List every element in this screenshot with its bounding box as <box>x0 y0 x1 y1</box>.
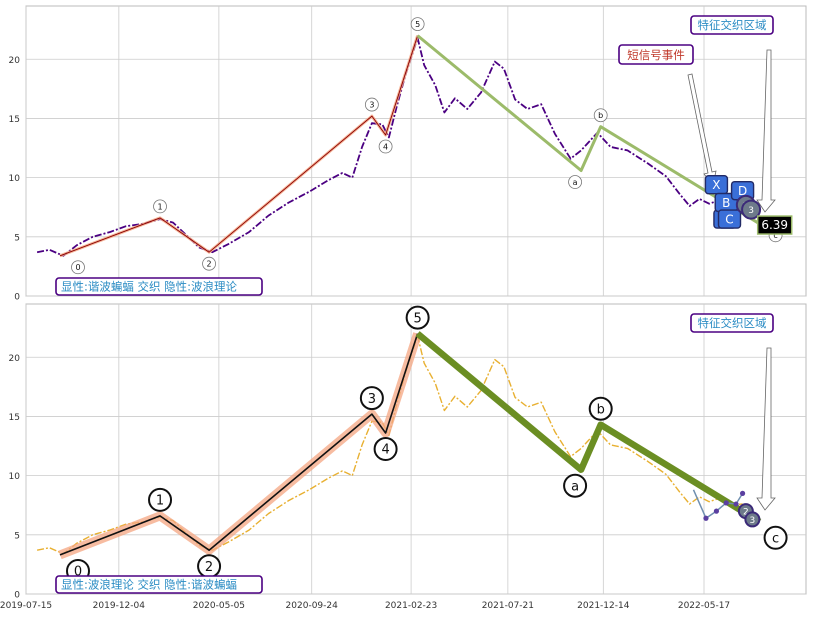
y-tick-label: 5 <box>14 531 20 541</box>
wave-label-1: 1 <box>154 200 167 213</box>
y-tick-label: 20 <box>9 56 21 66</box>
x-tick-label: 2021-12-14 <box>577 601 630 611</box>
harmonic-point <box>703 516 708 521</box>
wave-label-text: b <box>597 402 605 417</box>
harmonic-point-label: X <box>712 178 720 192</box>
x-tick-label: 2019-12-04 <box>93 601 146 611</box>
wave-label-0: 0 <box>71 261 84 274</box>
wave-label-text: 4 <box>381 443 389 458</box>
signal-tag-6.39: 6.39 <box>758 216 792 234</box>
x-tick-label: 2022-05-17 <box>678 601 730 611</box>
x-tick-label: 2019-07-15 <box>0 601 52 611</box>
wave-label-1: 1 <box>149 489 171 511</box>
wave-label-text: 2 <box>207 260 212 269</box>
wave-label-text: 3 <box>368 392 376 407</box>
x-tick-label: 2020-09-24 <box>286 601 339 611</box>
signal-tag-text: 3 <box>748 206 754 216</box>
harmonic-point <box>740 491 745 496</box>
region-label: 特征交织区域 <box>698 18 767 32</box>
harmonic-point-label: C <box>725 213 733 227</box>
signal-tag-3: 3 <box>745 512 759 526</box>
wave-label-b: b <box>594 109 607 122</box>
x-axis: 2019-07-15 2019-12-04 2020-05-05 2020-09-24… <box>0 601 730 611</box>
wave-label-5: 5 <box>407 307 429 329</box>
signal-tag-text: 3 <box>750 516 756 526</box>
harmonic-point-X: X <box>705 176 727 194</box>
wave-label-4: 4 <box>375 438 397 460</box>
wave-label-text: 2 <box>205 560 213 575</box>
y-tick-label: 20 <box>9 354 21 364</box>
wave-label-text: c <box>772 531 779 546</box>
harmonic-point-label: B <box>722 196 730 210</box>
wave-label-text: 3 <box>369 100 374 109</box>
y-tick-label: 10 <box>9 472 21 482</box>
harmonic-point-C: C <box>719 210 741 228</box>
wave-label-text: a <box>571 479 579 494</box>
region-label: 特征交织区域 <box>698 316 767 330</box>
y-tick-label: 0 <box>14 591 20 601</box>
wave-label-text: b <box>598 111 603 120</box>
wave-label-5: 5 <box>411 18 424 31</box>
x-tick-label: 2020-05-05 <box>193 601 245 611</box>
note-text: 显性:波浪理论 交织 隐性:谐波蝙蝠 <box>61 578 237 592</box>
harmonic-point <box>733 501 738 506</box>
wave-label-a: a <box>569 176 582 189</box>
signal-tag-text: 6.39 <box>761 218 788 232</box>
y-tick-label: 15 <box>9 413 20 423</box>
wave-label-2: 2 <box>198 555 220 577</box>
wave-label-4: 4 <box>379 140 392 153</box>
wave-label-c: c <box>765 527 787 549</box>
pattern-note: 显性:谐波蝙蝠 交织 隐性:波浪理论 <box>56 278 262 295</box>
harmonic-point <box>714 509 719 514</box>
y-tick-label: 5 <box>14 233 20 243</box>
note-text: 显性:谐波蝙蝠 交织 隐性:波浪理论 <box>61 280 238 294</box>
wave-label-text: 5 <box>413 311 421 326</box>
y-tick-label: 15 <box>9 115 20 125</box>
y-tick-label: 10 <box>9 174 21 184</box>
wave-label-text: 1 <box>157 202 162 211</box>
x-tick-label: 2021-02-23 <box>385 601 437 611</box>
wave-label-text: 5 <box>415 20 420 29</box>
wave-label-text: 1 <box>156 494 164 509</box>
wave-label-text: 0 <box>75 263 80 272</box>
y-tick-label: 0 <box>14 293 20 303</box>
harmonic-point <box>724 500 729 505</box>
wave-label-text: 4 <box>383 142 388 151</box>
wave-label-3: 3 <box>365 98 378 111</box>
wave-label-2: 2 <box>203 257 216 270</box>
event-label: 短信号事件 <box>627 48 685 62</box>
wave-label-3: 3 <box>361 387 383 409</box>
pattern-note: 显性:波浪理论 交织 隐性:谐波蝙蝠 <box>56 576 262 593</box>
wave-label-text: a <box>573 178 578 187</box>
x-tick-label: 2021-07-21 <box>482 601 534 611</box>
wave-label-a: a <box>564 475 586 497</box>
wave-label-b: b <box>590 398 612 420</box>
